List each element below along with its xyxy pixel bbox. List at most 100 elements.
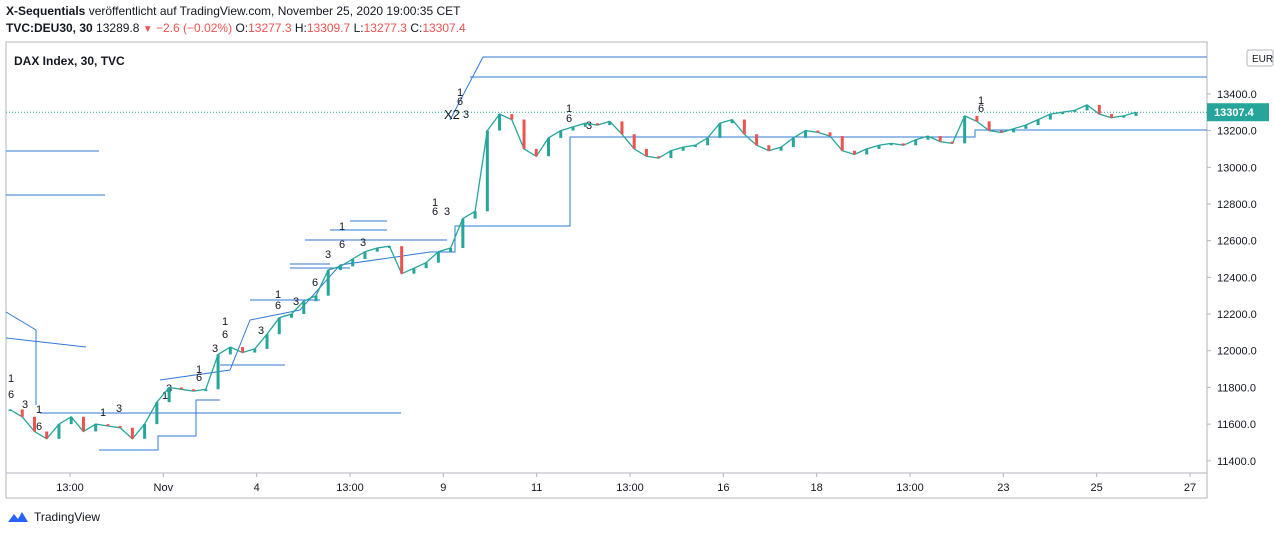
candle (804, 130, 808, 138)
count-marker: 6 (8, 389, 14, 401)
candle (1134, 112, 1138, 116)
candle (608, 121, 612, 126)
count-marker: 1 (196, 364, 202, 376)
low-value: 13277.3 (363, 21, 407, 35)
candle (69, 416, 73, 425)
price-change: −2.6 (−0.02%) (156, 21, 233, 35)
candle (510, 114, 514, 120)
candle (32, 416, 36, 432)
y-tick-label: 11800.0 (1217, 382, 1256, 394)
candle (412, 268, 416, 274)
count-marker: 1 (566, 103, 572, 115)
y-tick-label: 13400.0 (1217, 89, 1257, 101)
candle (449, 247, 453, 252)
candle (840, 136, 844, 151)
x-tick-label: 13:00 (616, 482, 644, 494)
last-price-tag (1207, 103, 1269, 122)
x-tick-label: 18 (811, 482, 823, 494)
candle (338, 266, 342, 271)
y-tick-label: 12800.0 (1217, 199, 1257, 211)
candle (326, 270, 330, 296)
count-marker: 1 (222, 316, 228, 328)
candle (644, 148, 648, 157)
count-marker: 6 (275, 300, 281, 312)
candle (914, 139, 918, 146)
candle (742, 119, 746, 135)
x-tick-label: 27 (1184, 482, 1196, 494)
count-marker: 3 (463, 109, 469, 121)
currency-button[interactable] (1246, 49, 1274, 67)
x-tick-label: 13:00 (336, 482, 364, 494)
candle (81, 416, 85, 432)
count-marker: 3 (293, 296, 299, 308)
count-marker: 1 (162, 390, 168, 402)
candle (559, 130, 563, 138)
candle (400, 246, 404, 274)
candle (106, 424, 110, 426)
candle (791, 137, 795, 148)
candle (375, 247, 379, 252)
count-marker: 6 (432, 206, 438, 218)
y-tick-label: 11600.0 (1217, 419, 1256, 431)
x-tick-label: 23 (997, 482, 1009, 494)
down-arrow-icon: ▼ (142, 24, 153, 35)
candle (828, 132, 832, 137)
indicator-level-line (5, 337, 87, 348)
candle (877, 145, 881, 149)
count-marker: 6 (457, 96, 463, 108)
y-tick-label: 12000.0 (1217, 346, 1257, 358)
count-marker: 1 (36, 404, 42, 416)
candle (192, 389, 196, 392)
candle (155, 402, 159, 425)
ohlc-line: TVC:DEU30, 30 13289.8 ▼ −2.6 (−0.02%) O:… (6, 21, 466, 35)
candle (118, 425, 122, 428)
candle (204, 389, 208, 392)
candle (657, 156, 661, 159)
x-tick-label: Nov (154, 482, 174, 494)
last-price: 13289.8 (96, 21, 140, 35)
candle (767, 145, 771, 151)
candle (387, 246, 391, 248)
count-marker: 1 (978, 95, 984, 107)
x-tick-label: 4 (254, 482, 260, 494)
candle (632, 134, 636, 149)
candle (693, 145, 697, 148)
count-marker: 1 (275, 289, 281, 301)
candle (1036, 119, 1040, 126)
candle (620, 121, 624, 135)
publisher-name[interactable]: X-Sequentials (6, 4, 86, 18)
candle (1061, 112, 1065, 115)
y-tick-label: 11400.0 (1217, 456, 1256, 468)
candle (485, 130, 489, 212)
candle (547, 137, 551, 157)
indicator-level-line (159, 129, 1207, 381)
count-marker: 3 (444, 206, 450, 218)
candle (351, 259, 355, 267)
candle (424, 262, 428, 269)
candle (20, 409, 24, 417)
count-marker: 1 (432, 197, 438, 209)
count-marker: 1 (457, 87, 463, 99)
candle (45, 431, 49, 439)
y-tick-label: 13200.0 (1217, 126, 1257, 138)
candle (130, 427, 134, 439)
symbol-label: TVC:DEU30, 30 (6, 21, 93, 35)
candle (865, 148, 869, 155)
count-marker: 1 (100, 407, 106, 419)
candle (718, 123, 722, 138)
high-value: 13309.7 (306, 21, 351, 35)
candle (1073, 110, 1077, 113)
tradingview-logo[interactable]: TradingView (6, 510, 100, 524)
candle (999, 130, 1003, 133)
candle (1048, 114, 1052, 120)
candle (241, 347, 245, 353)
candle (461, 218, 465, 248)
candle (216, 354, 220, 390)
candle (57, 424, 61, 439)
price-series-line (9, 104, 1137, 440)
candle (1122, 115, 1126, 118)
close-value: 13307.4 (422, 21, 466, 35)
candle (1012, 128, 1016, 133)
count-marker: 6 (566, 113, 572, 125)
